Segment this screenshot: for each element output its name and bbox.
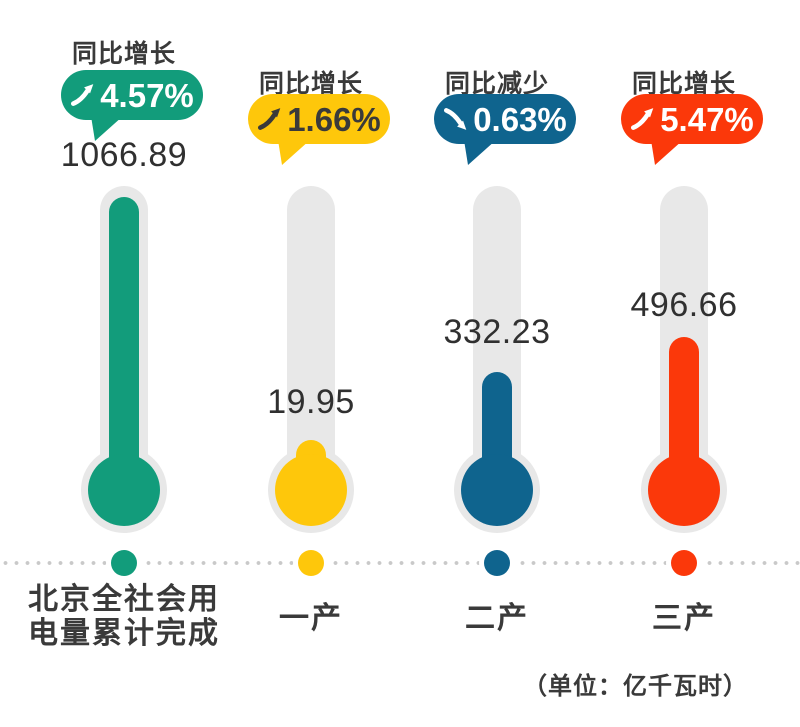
arrow-down-icon [443,106,469,132]
arrow-up-icon [70,82,96,108]
change-badge: 1.66% [248,94,390,165]
change-label: 同比减少 [444,70,549,98]
baseline-dotted-line [0,560,800,566]
change-percentage: 1.66% [287,100,381,138]
arrow-up-icon [630,106,656,132]
thermometer-bulb [275,454,347,526]
thermometer-fill [109,197,139,490]
change-badge: 0.63% [434,94,576,165]
change-badge: 5.47% [621,94,763,165]
category-label-line1: 三产 [652,602,716,635]
badge-tail [651,140,683,165]
change-label: 同比增长 [258,70,363,98]
badge-tail [278,140,310,165]
category-label: 一产 [196,602,426,636]
category-label: 二产 [382,602,612,636]
value-label: 332.23 [443,313,551,351]
baseline-dot [111,550,137,576]
value-label: 496.66 [630,286,738,324]
thermometer-tube-background [287,186,335,490]
category-label-line2: 电量累计完成 [28,617,220,650]
thermometer-bulb [648,454,720,526]
thermometer-bulb [461,454,533,526]
change-label: 同比增长 [71,40,176,68]
thermo-column-total: 同比增长 4.57% 1066.89 北京全社会用 电量累计完成 [28,0,219,727]
change-label: 同比增长 [631,70,736,98]
unit-note: （单位：亿千瓦时） [523,673,748,700]
change-percentage: 5.47% [660,100,754,138]
baseline-dot [671,550,697,576]
value-label: 1066.89 [60,136,188,174]
category-label-line1: 二产 [465,602,529,635]
badge-tail [464,140,496,165]
baseline-dot [298,550,324,576]
category-label: 三产 [569,602,799,636]
thermo-column-tertiary-industry: 同比增长 5.47% 496.66 三产 [589,0,779,727]
change-badge: 4.57% [61,70,203,141]
category-label: 北京全社会用 电量累计完成 [9,583,239,651]
value-label: 19.95 [267,383,355,421]
thermo-column-primary-industry: 同比增长 1.66% 19.95 一产 [216,0,406,727]
thermometer-bulb [88,454,160,526]
thermo-column-secondary-industry: 同比减少 0.63% 332.23 二产 [402,0,592,727]
category-label-line1: 北京全社会用 [28,583,220,616]
change-percentage: 0.63% [473,100,567,138]
badge-tail [91,116,123,141]
change-percentage: 4.57% [100,76,194,114]
arrow-up-icon [257,106,283,132]
category-label-line1: 一产 [279,602,343,635]
baseline-dot [484,550,510,576]
